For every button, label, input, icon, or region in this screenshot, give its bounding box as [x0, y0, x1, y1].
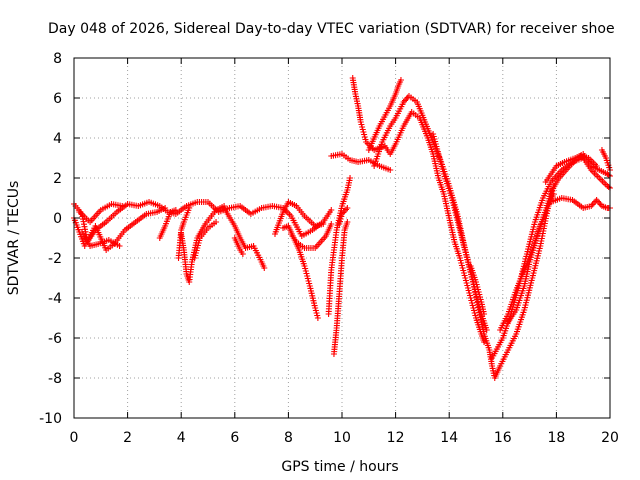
series-arc-12 [280, 223, 321, 321]
data-point [347, 175, 354, 181]
data-point [119, 203, 126, 209]
series-arc-26 [542, 151, 613, 185]
data-point [387, 167, 394, 173]
data-point [162, 205, 169, 211]
series-arc-11 [272, 199, 327, 237]
y-tick-label: 8 [53, 51, 62, 67]
data-point [172, 207, 179, 213]
x-tick-label: 6 [230, 430, 239, 446]
y-tick-label: 0 [53, 211, 62, 227]
y-tick-label: -6 [48, 331, 62, 347]
x-tick-label: 0 [70, 430, 79, 446]
series-arc-22 [467, 263, 488, 317]
data-point [344, 205, 351, 211]
series-arc-13 [288, 221, 335, 251]
data-point [116, 243, 123, 249]
series-arc-27 [548, 195, 613, 211]
series-arc-10 [231, 235, 246, 257]
series-arc-8 [191, 219, 220, 261]
x-axis-label: GPS time / hours [281, 459, 398, 475]
data-point [213, 219, 220, 225]
series-arc-18 [349, 75, 488, 345]
series-arc-7 [178, 203, 228, 285]
series-arc-19 [365, 77, 404, 153]
chart-title: Day 048 of 2026, Sidereal Day-to-day VTE… [48, 21, 615, 37]
data-point [605, 184, 612, 190]
y-tick-label: 2 [53, 171, 62, 187]
axis-ticks: 0 2 4 6 8 10 12 14 16 18 20 -10 -8 -6 -4 -2 0 2 4 6 8 [39, 51, 619, 446]
y-tick-label: 4 [53, 131, 62, 147]
data-marks [71, 75, 613, 381]
data-point [397, 77, 404, 83]
x-tick-label: 20 [601, 430, 619, 446]
y-tick-label: -4 [48, 291, 62, 307]
x-tick-label: 8 [284, 430, 293, 446]
series-arc-9 [221, 205, 268, 271]
data-point [320, 221, 327, 227]
series-arc-5 [156, 207, 179, 241]
x-tick-label: 14 [440, 430, 458, 446]
data-point [344, 219, 351, 225]
data-point [261, 265, 268, 271]
y-axis-label: SDTVAR / TECUs [6, 181, 22, 296]
y-tick-label: -10 [39, 411, 62, 427]
x-tick-label: 2 [123, 430, 132, 446]
x-tick-label: 4 [177, 430, 186, 446]
x-tick-label: 16 [494, 430, 512, 446]
x-tick-label: 18 [547, 430, 565, 446]
series-arc-16 [336, 205, 351, 227]
data-point [186, 205, 193, 211]
x-tick-label: 12 [387, 430, 405, 446]
y-tick-label: -2 [48, 251, 62, 267]
x-tick-label: 10 [333, 430, 351, 446]
data-point [483, 327, 490, 333]
series-arc-15 [330, 219, 351, 357]
data-point [605, 172, 612, 178]
y-tick-label: 6 [53, 91, 62, 107]
data-point [481, 311, 488, 317]
data-point [328, 221, 335, 227]
y-tick-label: -8 [48, 371, 62, 387]
series-arc-17 [328, 151, 394, 173]
data-point [328, 207, 335, 213]
data-point [314, 315, 321, 321]
data-point [239, 251, 246, 257]
series-arc-3 [76, 201, 126, 225]
series-arc-4 [79, 229, 123, 249]
